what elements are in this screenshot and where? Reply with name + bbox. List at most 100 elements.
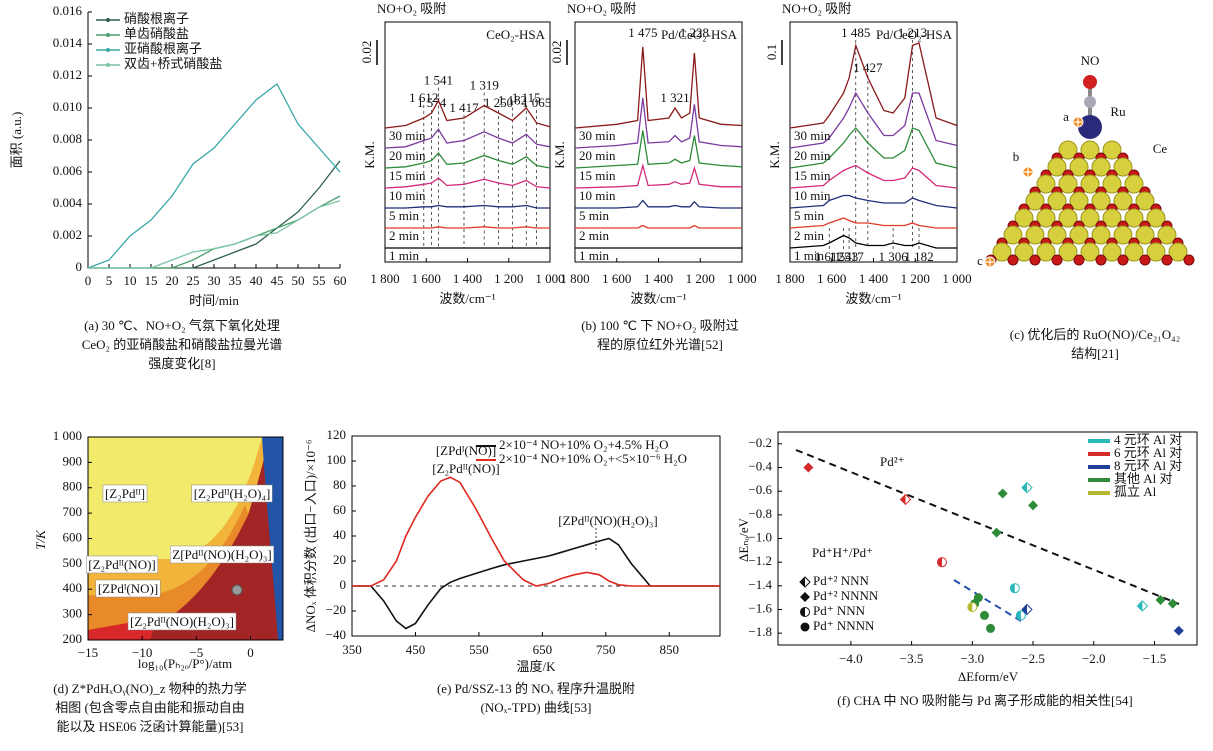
ce-atom bbox=[1058, 242, 1078, 262]
y-tick-label: −40 bbox=[326, 627, 346, 642]
ce-atom bbox=[1014, 242, 1034, 262]
ce-atom bbox=[1102, 208, 1122, 228]
series-label: 1 min bbox=[579, 248, 609, 263]
region-label: [Z₂Pdᴵᴵ(H₂O)₄] bbox=[194, 486, 271, 501]
ce-atom bbox=[1080, 242, 1100, 262]
x-tick-label: −4.0 bbox=[839, 651, 863, 666]
legend-swatch bbox=[1088, 478, 1110, 482]
caption: (NOₓ-TPD) 曲线[53] bbox=[480, 700, 591, 715]
structure-label: c bbox=[977, 253, 983, 268]
marker-shape bbox=[800, 577, 805, 587]
legend-swatch bbox=[1088, 491, 1110, 495]
region-label: Z[Pdᴵᴵ(NO)(H₂O)₃] bbox=[172, 547, 271, 562]
y-tick-label: 20 bbox=[333, 552, 346, 567]
spectrum bbox=[575, 199, 742, 209]
o-atom bbox=[1117, 254, 1129, 266]
scatter-point bbox=[991, 527, 1002, 538]
series-label: 5 min bbox=[389, 208, 419, 223]
spectrum bbox=[384, 128, 551, 149]
legend-marker bbox=[800, 592, 810, 602]
peak-label: 1 485 bbox=[841, 25, 870, 40]
peak-label: 1 612 bbox=[409, 90, 438, 105]
y-axis-title: ΔEₙₒ/eV bbox=[736, 517, 751, 562]
y-tick-label: 1 000 bbox=[53, 428, 82, 443]
scatter-point bbox=[1167, 598, 1178, 609]
legend-marker bbox=[800, 607, 810, 617]
peak-label: 1 321 bbox=[660, 90, 689, 105]
y-tick-label: 0 bbox=[340, 577, 347, 592]
region-label-box bbox=[170, 545, 274, 564]
x-tick-label: 1 400 bbox=[453, 271, 482, 286]
peak-label: 1 213 bbox=[898, 25, 927, 40]
peak-label: 1 417 bbox=[449, 100, 479, 115]
series-label: 20 min bbox=[794, 148, 831, 163]
marker-shape bbox=[986, 623, 996, 633]
x-tick-label: 1 600 bbox=[602, 271, 631, 286]
ce-atom bbox=[1102, 174, 1122, 194]
peak-label: 1 182 bbox=[904, 249, 933, 264]
marker-shape bbox=[800, 592, 810, 602]
ce-atom bbox=[1025, 191, 1045, 211]
y-tick-label: −0.6 bbox=[748, 482, 772, 497]
caption: (a) 30 ℃、NO+O₂ 气氛下氧化处理 bbox=[84, 318, 280, 333]
o-atom bbox=[1083, 75, 1097, 89]
ce-atom bbox=[1157, 225, 1177, 245]
ce-atom bbox=[1102, 242, 1122, 262]
y-tick-label: 0.012 bbox=[53, 67, 82, 82]
y-axis-title: K.M. bbox=[767, 141, 782, 168]
spectrum bbox=[384, 177, 551, 189]
y-tick-label: 0.016 bbox=[53, 3, 83, 18]
trend-line bbox=[953, 579, 1022, 622]
spectrum bbox=[574, 162, 742, 189]
y-tick-label: 800 bbox=[63, 479, 83, 494]
ce-atom bbox=[1036, 208, 1056, 228]
y-tick-label: −1.6 bbox=[748, 600, 772, 615]
line-series bbox=[87, 83, 341, 269]
o-atom bbox=[1139, 254, 1151, 266]
x-tick-label: −1.5 bbox=[1143, 651, 1167, 666]
marker-shape bbox=[1028, 500, 1039, 511]
scatter-point bbox=[803, 462, 814, 473]
legend-label: 双齿+桥式硝酸盐 bbox=[124, 56, 222, 71]
y-tick-label: 600 bbox=[63, 529, 83, 544]
peak-label: 1 115 bbox=[512, 90, 541, 105]
caption: (b) 100 ℃ 下 NO+O₂ 吸附过 bbox=[581, 318, 739, 333]
y-tick-label: 120 bbox=[327, 427, 347, 442]
marker-shape bbox=[991, 527, 1002, 538]
y-tick-label: 0.002 bbox=[53, 227, 82, 242]
caption: 相图 (包含零点自由能和振动自由 bbox=[55, 700, 245, 715]
legend-label: 6 元环 Al 对 bbox=[1114, 445, 1182, 460]
x-tick-label: 30 bbox=[208, 273, 221, 288]
x-tick-label: 1 200 bbox=[686, 271, 715, 286]
x-tick-label: 60 bbox=[334, 273, 347, 288]
ce-atom bbox=[1124, 208, 1144, 228]
x-tick-label: −2.5 bbox=[1021, 651, 1045, 666]
x-tick-label: 1 800 bbox=[370, 271, 399, 286]
marker-shape bbox=[937, 557, 942, 567]
legend-marker bbox=[106, 18, 110, 22]
spectrum bbox=[789, 126, 958, 169]
ce-atom bbox=[1113, 157, 1133, 177]
y-tick-label: 0.008 bbox=[53, 131, 82, 146]
series-label: 20 min bbox=[389, 148, 426, 163]
x-tick-label: −2.0 bbox=[1082, 651, 1106, 666]
o-atom bbox=[1051, 254, 1063, 266]
x-tick-label: −5 bbox=[189, 645, 203, 660]
o-atom bbox=[1183, 254, 1195, 266]
scatter-point bbox=[1136, 600, 1149, 612]
spectrum bbox=[574, 97, 743, 149]
scatter-point bbox=[936, 557, 947, 568]
y-tick-label: −1.0 bbox=[748, 529, 772, 544]
spectrum bbox=[789, 217, 957, 229]
caption: 强度变化[8] bbox=[148, 356, 215, 371]
caption: CeO₂ 的亚硝酸盐和硝酸盐拉曼光谱 bbox=[82, 337, 283, 352]
annotation: [ZPdᴵᴵ(NO)(H₂O)₃] bbox=[558, 513, 657, 528]
x-tick-label: 55 bbox=[313, 273, 326, 288]
scatter-point bbox=[986, 623, 996, 633]
spectrum bbox=[789, 194, 958, 209]
sample-name: Pd/CeO₂-HSA bbox=[876, 27, 953, 42]
series-label: 15 min bbox=[389, 168, 426, 183]
y-tick-label: −1.4 bbox=[748, 577, 772, 592]
region-label-box bbox=[102, 484, 148, 503]
